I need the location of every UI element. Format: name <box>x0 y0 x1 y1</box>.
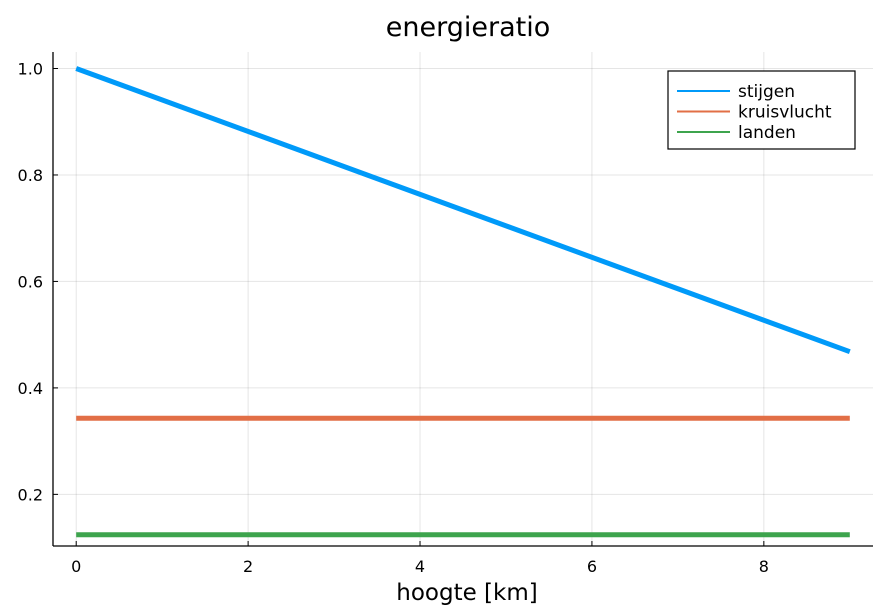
chart-title: energieratio <box>386 12 550 43</box>
x-tick-label: 2 <box>243 557 253 576</box>
y-tick-label: 0.2 <box>18 485 43 504</box>
series-lines <box>75 66 851 538</box>
legend-label: landen <box>738 123 796 143</box>
y-tick-label: 0.6 <box>18 272 43 291</box>
x-tick-label: 8 <box>759 557 769 576</box>
legend-label: stijgen <box>738 82 795 102</box>
x-axis-label: hoogte [km] <box>396 580 537 606</box>
x-tick-label: 0 <box>71 557 81 576</box>
series-line-stijgen <box>75 66 851 355</box>
legend-box <box>667 70 856 150</box>
y-tick-label: 0.4 <box>18 379 43 398</box>
tick-labels: 0 2 4 6 8 0.2 0.4 0.6 0.8 1.0 <box>18 60 769 576</box>
x-tick-label: 4 <box>415 557 425 576</box>
y-tick-label: 1.0 <box>18 60 43 79</box>
axes <box>52 52 873 547</box>
grid <box>53 52 873 546</box>
y-tick-label: 0.8 <box>18 166 43 185</box>
x-tick-label: 6 <box>587 557 597 576</box>
legend-label: kruisvlucht <box>738 103 832 123</box>
